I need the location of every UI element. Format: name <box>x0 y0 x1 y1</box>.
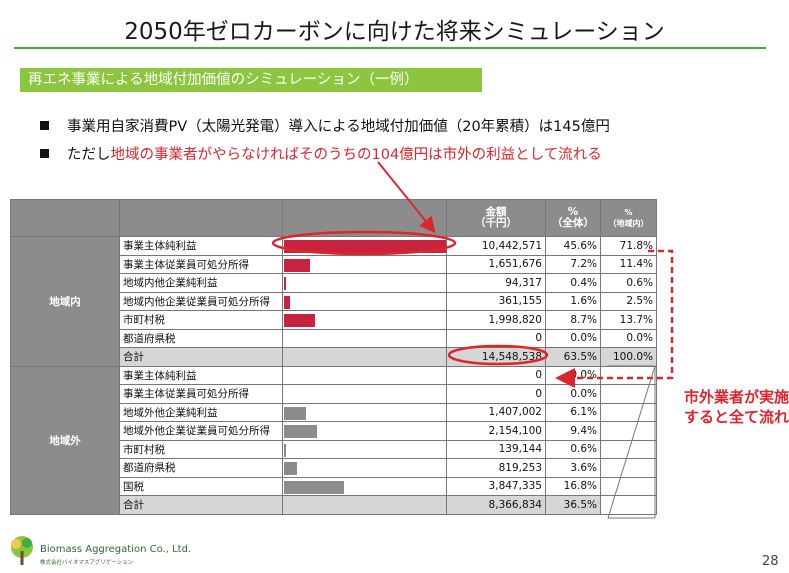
header-blank <box>119 199 283 237</box>
pct-all-cell: 36.5% <box>545 495 601 515</box>
value-bar <box>284 480 344 494</box>
table-row: 地域外他企業従業員可処分所得 2,154,100 9.4% <box>11 421 657 441</box>
value-added-table: 金額 （千円）% （全体）% （地域内） 地域内 事業主体純利益 10,442,571… <box>10 199 657 515</box>
pct-local-cell: 71.8% <box>600 236 657 256</box>
header-pct-all: % （全体） <box>545 199 601 237</box>
header-amount: 金額 （千円） <box>446 199 546 237</box>
table-row: 地域内他企業純利益 94,317 0.4% 0.6% <box>11 273 657 293</box>
company-name-jp: 株式会社バイオマスアグリゲーション <box>40 560 134 566</box>
value-bar <box>284 406 306 420</box>
group-label: 地域内 <box>10 236 120 367</box>
row-label: 事業主体従業員可処分所得 <box>119 384 283 404</box>
value-bar <box>284 425 317 438</box>
pct-all-cell: 63.5% <box>545 347 601 367</box>
pct-local-cell: 0.0% <box>600 328 657 348</box>
table-row: 地域外他企業純利益 1,407,002 6.1% <box>11 402 657 422</box>
table-header-row: 金額 （千円）% （全体）% （地域内） <box>10 199 657 237</box>
value-bar <box>284 258 310 272</box>
header-blank <box>10 199 120 237</box>
row-label: 地域内他企業純利益 <box>119 273 283 293</box>
pct-local-cell: 13.7% <box>600 310 657 330</box>
pct-local-cell: 11.4% <box>600 254 657 274</box>
amount-cell: 8,366,834 <box>446 495 546 515</box>
table-row: 地域内 事業主体純利益 10,442,571 45.6% 71.8% <box>10 236 657 367</box>
table-row: 地域内他企業従業員可処分所得 361,155 1.6% 2.5% <box>11 291 657 311</box>
side-box-diagonal <box>607 365 656 519</box>
header-pct-local: % （地域内） <box>600 199 657 237</box>
table-row: 事業主体従業員可処分所得 1,651,676 7.2% 11.4% <box>11 254 657 274</box>
pct-all-cell: 6.1% <box>545 402 601 422</box>
bar-cell <box>282 291 447 311</box>
table-row: 市町村税 1,998,820 8.7% 13.7% <box>11 310 657 330</box>
pct-all-cell: 1.6% <box>545 291 601 311</box>
table-total-row: 合計 8,366,834 36.5% <box>11 495 657 515</box>
table-row: 都道府県税 819,253 3.6% <box>11 458 657 478</box>
row-label: 事業主体従業員可処分所得 <box>119 254 283 274</box>
table-row: 事業主体従業員可処分所得 0 0.0% <box>11 384 657 404</box>
value-bar <box>284 277 286 290</box>
bullet-2-highlight: 地域の事業者がやらなければそのうちの104億円は市外の利益として流れる <box>110 147 602 163</box>
bar-cell <box>282 236 447 256</box>
table-total-row: 合計 14,548,538 63.5% 100.0% <box>11 347 657 367</box>
company-logo-icon <box>11 536 33 565</box>
table-row: 市町村税 139,144 0.6% <box>11 439 657 459</box>
amount-cell: 2,154,100 <box>446 421 546 441</box>
arrow-to-profit <box>377 161 436 234</box>
slide-title: 2050年ゼロカーボンに向けた将来シミュレーション <box>124 19 665 45</box>
callout-line-1: 市外業者が実施 <box>684 388 789 406</box>
bullet-square-icon <box>40 121 49 130</box>
pct-local-cell: 2.5% <box>600 291 657 311</box>
bullet-2-prefix: ただし <box>67 147 111 163</box>
pct-all-cell: 45.6% <box>545 236 601 256</box>
pct-local-cell: 0.6% <box>600 273 657 293</box>
highlight-ellipse-total <box>447 344 549 366</box>
value-bar <box>284 314 315 327</box>
row-label: 事業主体純利益 <box>119 236 283 256</box>
outside-flow-callout: 市外業者が実施 すると全て流れる <box>684 387 789 427</box>
group-label: 地域外 <box>10 365 120 515</box>
row-label: 合計 <box>119 495 283 515</box>
pct-all-cell: 0.4% <box>545 273 601 293</box>
value-bar <box>284 240 446 253</box>
value-bar <box>284 443 286 457</box>
bar-cell <box>282 347 447 367</box>
bullet-2: ただし地域の事業者がやらなければそのうちの104億円は市外の利益として流れる <box>40 143 602 164</box>
company-name: Biomass Aggregation Co., Ltd. <box>40 544 192 555</box>
title-underline <box>14 47 766 49</box>
header-blank <box>282 199 447 237</box>
bullet-square-icon <box>40 149 49 158</box>
amount-cell: 10,442,571 <box>446 236 546 256</box>
amount-cell: 1,407,002 <box>446 402 546 422</box>
page-number: 28 <box>762 554 779 569</box>
bar-cell <box>282 495 447 515</box>
table-row: 都道府県税 0 0.0% 0.0% <box>11 328 657 348</box>
dashed-flow-arrow <box>555 249 674 388</box>
bullet-1-text: 事業用自家消費PV（太陽光発電）導入による地域付加価値（20年累積）は145億円 <box>67 119 610 135</box>
table-row: 地域外 事業主体純利益 0 0.0% <box>10 365 657 515</box>
section-label: 再エネ事業による地域付加価値のシミュレーション（一例） <box>20 68 482 92</box>
value-bar <box>284 462 297 475</box>
bullet-1: 事業用自家消費PV（太陽光発電）導入による地域付加価値（20年累積）は145億円 <box>40 115 610 136</box>
pct-local-cell: 100.0% <box>600 347 657 367</box>
callout-line-2: すると全て流れる <box>684 408 789 426</box>
highlight-ellipse-profit <box>271 230 457 256</box>
pct-all-cell: 3.6% <box>545 458 601 478</box>
pct-all-cell: 0.0% <box>545 328 601 348</box>
value-bar <box>284 295 290 309</box>
bar-cell <box>282 310 447 330</box>
empty-cell <box>600 495 657 515</box>
